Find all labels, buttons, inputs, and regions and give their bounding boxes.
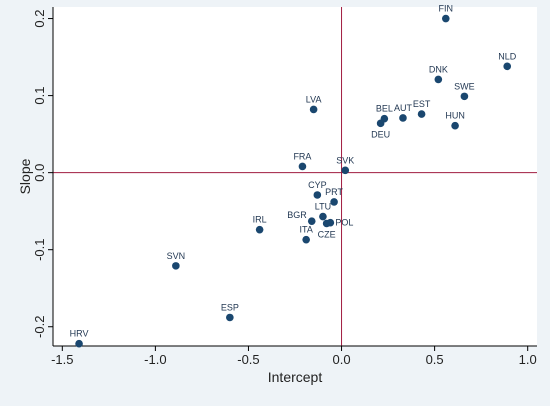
- point-label-svn: SVN: [167, 251, 186, 261]
- point-bgr: [307, 217, 316, 225]
- point-svn: [172, 262, 180, 270]
- point-est: [417, 110, 426, 118]
- point-ita: [302, 235, 310, 244]
- y-tick-label: 0.0: [32, 164, 47, 182]
- point-label-hun: HUN: [445, 111, 465, 121]
- point-label-nld: NLD: [498, 51, 517, 61]
- point-label-prt: PRT: [325, 187, 343, 197]
- x-tick-label: 1.0: [519, 352, 537, 367]
- point-ltu: [319, 212, 327, 221]
- point-fra: [298, 162, 307, 171]
- y-axis-title: Slope: [17, 158, 33, 194]
- point-label-ltu: LTU: [315, 202, 331, 212]
- reference-lines: [53, 7, 537, 346]
- point-deu: [376, 119, 385, 128]
- point-fin: [441, 14, 450, 23]
- point-hrv: [75, 339, 83, 348]
- point-label-aut: AUT: [394, 103, 413, 113]
- x-axis-title: Intercept: [268, 369, 323, 385]
- point-aut: [399, 114, 407, 122]
- x-tick-label: -0.5: [237, 352, 259, 367]
- point-label-dnk: DNK: [429, 64, 448, 74]
- point-label-cze: CZE: [318, 229, 336, 239]
- axes: -1.5 -1.0 -0.5 0.0 0.5 1.0 -0.2 -0.1 0.0 0.1 0.2: [32, 7, 537, 367]
- y-tick-label: -0.2: [32, 316, 47, 338]
- point-swe: [460, 92, 469, 101]
- point-label-fra: FRA: [293, 151, 311, 161]
- point-label-lva: LVA: [306, 94, 322, 104]
- y-tick-label: -0.1: [32, 238, 47, 260]
- point-label-svk: SVK: [336, 155, 354, 165]
- point-dnk: [434, 75, 443, 84]
- point-label-esp: ESP: [221, 302, 239, 312]
- point-nld: [503, 62, 512, 71]
- point-label-deu: DEU: [371, 129, 390, 139]
- point-label-ita: ITA: [299, 225, 312, 235]
- point-label-pol: POL: [335, 218, 353, 228]
- x-tick-label: 0.5: [426, 352, 444, 367]
- point-cyp: [313, 191, 322, 199]
- point-label-bel: BEL: [376, 104, 393, 114]
- point-lva: [309, 105, 318, 114]
- point-hun: [451, 121, 459, 130]
- point-label-swe: SWE: [454, 81, 475, 91]
- y-tick-label: 0.2: [32, 10, 47, 28]
- x-tick-label: 0.0: [332, 352, 350, 367]
- point-label-est: EST: [413, 99, 431, 109]
- plot-area: [53, 7, 537, 346]
- point-label-irl: IRL: [253, 215, 267, 225]
- point-irl: [255, 225, 264, 234]
- x-tick-label: -1.0: [144, 352, 166, 367]
- point-cze: [322, 219, 331, 228]
- x-tick-label: -1.5: [51, 352, 73, 367]
- point-label-bgr: BGR: [287, 210, 307, 220]
- point-label-hrv: HRV: [70, 329, 89, 339]
- point-label-cyp: CYP: [308, 180, 327, 190]
- y-tick-label: 0.1: [32, 87, 47, 105]
- point-svk: [341, 166, 350, 175]
- point-prt: [330, 198, 338, 206]
- point-esp: [226, 313, 234, 322]
- point-label-fin: FIN: [439, 4, 454, 14]
